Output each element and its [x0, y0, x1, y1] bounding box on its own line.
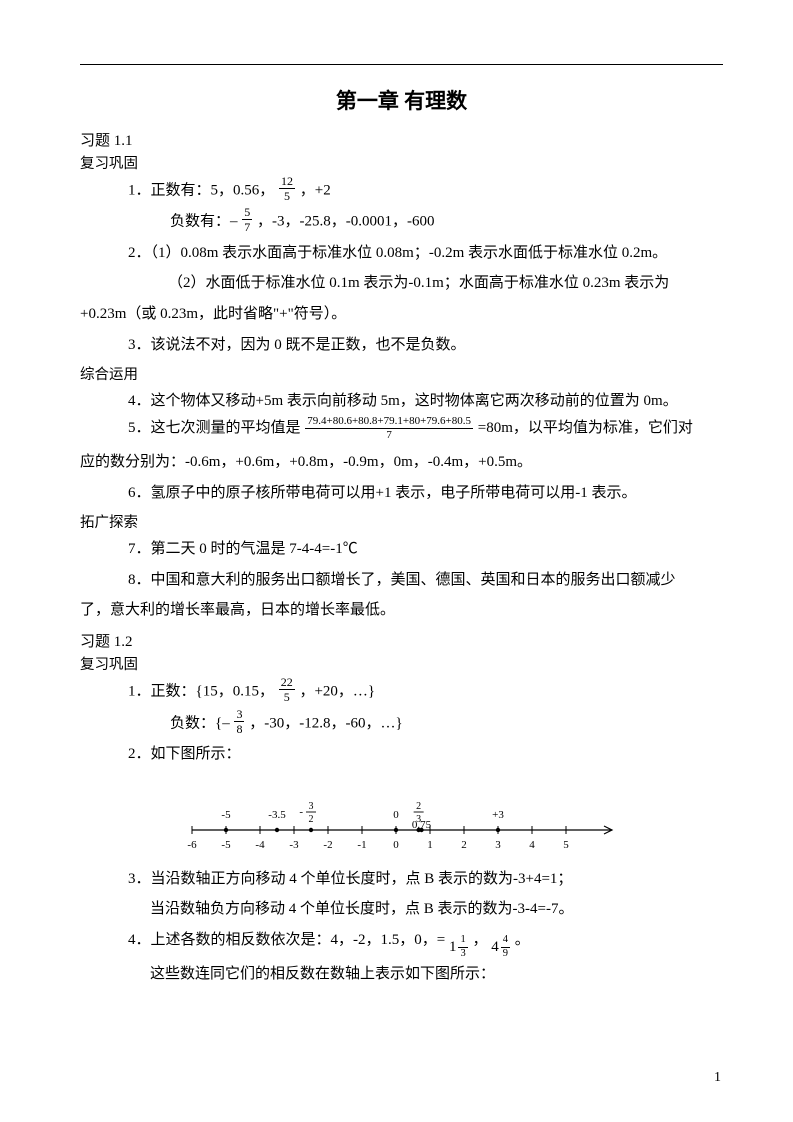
q2-1-positive: 1．正数：{15，0.15， 22 5 ，+20，…}: [80, 676, 723, 707]
number-line-figure: -6-5-4-3-2-1012345-5-3.5-320230.75+3: [172, 778, 632, 858]
q1-4: 4．这个物体又移动+5m 表示向前移动 5m，这时物体离它两次移动前的位置为 0…: [80, 386, 723, 417]
svg-text:-: -: [299, 806, 303, 818]
frac-3-8: 3 8: [233, 708, 245, 735]
q2-1-negative: 负数：{– 3 8 ，-30，-12.8，-60，…}: [80, 708, 723, 739]
review-label-2: 复习巩固: [80, 653, 723, 674]
svg-text:-3.5: -3.5: [268, 809, 286, 821]
q1-6: 6．氢原子中的原子核所带电荷可以用+1 表示，电子所带电荷可以用-1 表示。: [80, 478, 723, 509]
frac-5-7: 5 7: [241, 206, 253, 233]
q1-2c: +0.23m（或 0.23m，此时省略"+"符号）。: [80, 299, 723, 330]
frac-den: 5: [279, 189, 295, 202]
frac-num: 3: [234, 708, 244, 722]
svg-text:2: 2: [461, 839, 467, 851]
svg-text:2: 2: [308, 814, 313, 825]
q1-3: 3．该说法不对，因为 0 既不是正数，也不是负数。: [80, 330, 723, 361]
mixed-whole: 4: [491, 940, 499, 955]
svg-text:0: 0: [393, 809, 399, 821]
synth-label: 综合运用: [80, 363, 723, 384]
text: 4．上述各数的相反数依次是：4，-2，1.5，0，=: [128, 932, 445, 948]
review-label-1: 复习巩固: [80, 152, 723, 173]
q1-1-negative: 负数有：– 5 7 ，-3，-25.8，-0.0001，-600: [80, 206, 723, 237]
svg-text:3: 3: [495, 839, 501, 851]
svg-text:-2: -2: [323, 839, 332, 851]
text: 。: [515, 932, 530, 948]
frac-num: 4: [501, 935, 510, 948]
mixed-whole: 1: [449, 940, 457, 955]
svg-text:-5: -5: [221, 809, 231, 821]
mixed-frac: 4 9: [500, 935, 511, 959]
frac-avg: 79.4+80.6+80.8+79.1+80+79.6+80.5 7: [304, 416, 474, 441]
q1-7: 7．第二天 0 时的气温是 7-4-4=-1℃: [80, 534, 723, 565]
frac-den: 7: [242, 220, 252, 233]
q1-1-positive: 1．正数有：5，0.56， 12 5 ，+2: [80, 175, 723, 206]
text: ，-3，-25.8，-0.0001，-600: [257, 214, 434, 230]
text: 1．正数有：5，0.56，: [128, 183, 274, 199]
frac-den: 3: [458, 948, 467, 960]
text: =80m，以平均值为标准，它们对: [478, 420, 693, 436]
q2-4a: 4．上述各数的相反数依次是：4，-2，1.5，0，= 1 1 3 ， 4 4 9…: [80, 925, 723, 959]
frac-num: 12: [279, 175, 295, 189]
expand-label: 拓广探索: [80, 511, 723, 532]
mixed-4-4-9: 4 4 9: [491, 935, 511, 959]
mixed-frac: 1 3: [457, 935, 468, 959]
svg-text:+3: +3: [492, 809, 504, 821]
top-rule: [80, 64, 723, 65]
svg-text:0: 0: [393, 839, 399, 851]
frac-num: 22: [279, 676, 295, 690]
svg-text:-3: -3: [289, 839, 299, 851]
frac-num: 79.4+80.6+80.8+79.1+80+79.6+80.5: [305, 416, 473, 429]
svg-text:-4: -4: [255, 839, 265, 851]
text: 负数有：–: [170, 214, 238, 230]
page-title: 第一章 有理数: [80, 85, 723, 115]
q2-3a: 3．当沿数轴正方向移动 4 个单位长度时，点 B 表示的数为-3+4=1；: [80, 864, 723, 895]
q1-8a: 8．中国和意大利的服务出口额增长了，美国、德国、英国和日本的服务出口额减少: [80, 565, 723, 596]
text: 1．正数：{15，0.15，: [128, 684, 274, 700]
svg-text:1: 1: [427, 839, 433, 851]
q2-2: 2．如下图所示：: [80, 739, 723, 770]
q1-2a: 2．（1）0.08m 表示水面高于标准水位 0.08m；-0.2m 表示水面低于…: [80, 238, 723, 269]
q2-4b: 这些数连同它们的相反数在数轴上表示如下图所示：: [80, 959, 723, 990]
frac-22-5: 22 5: [278, 676, 296, 703]
frac-num: 5: [242, 206, 252, 220]
frac-den: 8: [234, 722, 244, 735]
frac-den: 9: [501, 948, 510, 960]
section-1-1: 习题 1.1: [80, 129, 723, 150]
page-number: 1: [714, 1070, 721, 1086]
svg-text:4: 4: [529, 839, 535, 851]
frac-den: 7: [305, 429, 473, 441]
q1-2b: （2）水面低于标准水位 0.1m 表示为-0.1m；水面高于标准水位 0.23m…: [80, 268, 723, 299]
q1-5b: 应的数分别为：-0.6m，+0.6m，+0.8m，-0.9m，0m，-0.4m，…: [80, 447, 723, 478]
frac-num: 1: [458, 935, 467, 948]
q1-5a: 5．这七次测量的平均值是 79.4+80.6+80.8+79.1+80+79.6…: [80, 416, 723, 441]
svg-text:3: 3: [308, 801, 313, 812]
svg-text:2: 2: [416, 801, 421, 812]
text: ，+20，…}: [299, 684, 375, 700]
svg-text:0.75: 0.75: [411, 819, 431, 831]
text: ，: [472, 932, 487, 948]
svg-text:-5: -5: [221, 839, 231, 851]
q1-8b: 了，意大利的增长率最高，日本的增长率最低。: [80, 595, 723, 626]
mixed-1-1-3: 1 1 3: [449, 935, 469, 959]
frac-den: 5: [279, 690, 295, 703]
svg-text:5: 5: [563, 839, 569, 851]
svg-text:-6: -6: [187, 839, 197, 851]
svg-text:-1: -1: [357, 839, 366, 851]
section-1-2: 习题 1.2: [80, 630, 723, 651]
text: 负数：{–: [170, 715, 230, 731]
q2-3b: 当沿数轴负方向移动 4 个单位长度时，点 B 表示的数为-3-4=-7。: [80, 894, 723, 925]
text: ，-30，-12.8，-60，…}: [249, 715, 402, 731]
text: 5．这七次测量的平均值是: [128, 420, 301, 436]
text: ，+2: [300, 183, 331, 199]
frac-12-5: 12 5: [278, 175, 296, 202]
